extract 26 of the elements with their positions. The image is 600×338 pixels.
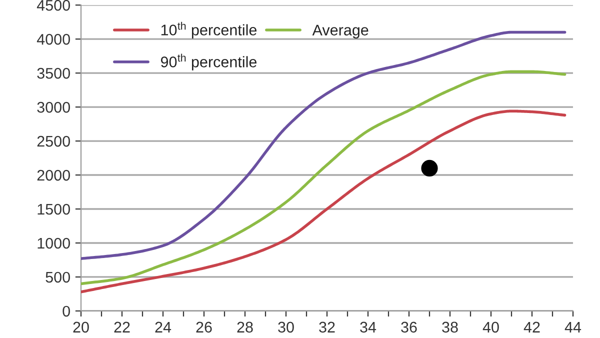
y-tick-label: 2500 <box>37 136 70 147</box>
x-tick-label: 20 <box>73 322 89 333</box>
legend-label: 90$^{th}$ percentile <box>160 54 257 70</box>
y-tick-label: 3500 <box>37 68 70 79</box>
x-tick-label: 22 <box>114 322 130 332</box>
y-tick-label: 500 <box>46 272 70 283</box>
y-tick-label: 1000 <box>38 238 70 249</box>
y-tick-label: 4000 <box>36 34 70 45</box>
x-tick-label: 34 <box>360 322 376 333</box>
y-tick-label: 0 <box>62 306 70 317</box>
x-tick-label: 38 <box>442 322 458 333</box>
y-tick-label: 1500 <box>38 204 70 215</box>
x-tick-label: 42 <box>524 322 540 332</box>
y-tick-label: 4500 <box>36 0 70 11</box>
x-tick-label: 28 <box>237 322 253 333</box>
y-tick-label: 2000 <box>37 170 70 181</box>
x-tick-label: 36 <box>401 322 417 333</box>
x-tick-label: 30 <box>278 322 294 333</box>
legend-label: 10$^{th}$ percentile <box>161 22 257 38</box>
x-tick-label: 24 <box>155 322 172 332</box>
x-tick-label: 26 <box>196 322 212 333</box>
y-tick-label: 3000 <box>37 102 70 113</box>
x-tick-label: 44 <box>564 322 582 332</box>
x-tick-label: 32 <box>319 322 335 333</box>
x-tick-label: 40 <box>482 322 499 333</box>
legend-label: Average <box>312 24 368 38</box>
